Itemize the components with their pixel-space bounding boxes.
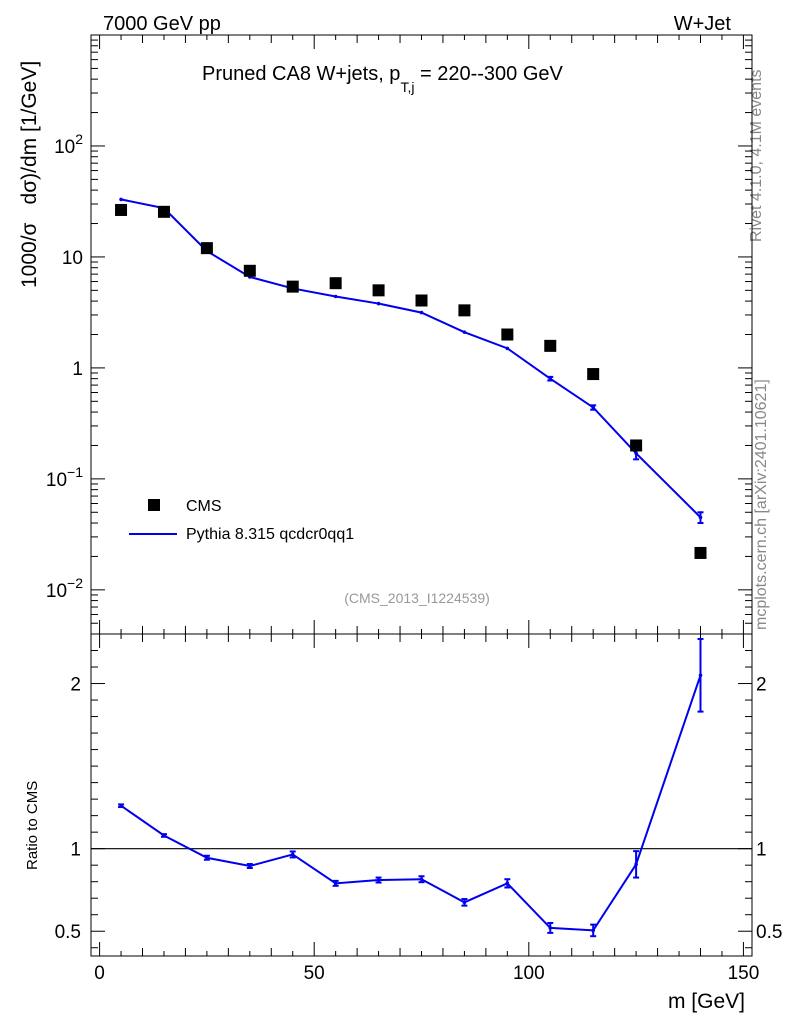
ratio-point [376, 878, 381, 882]
ratio-point [333, 881, 338, 886]
data-point [200, 242, 213, 255]
x-tick-label: 100 [513, 963, 545, 984]
data-point [458, 304, 471, 317]
ratio-y-label: Ratio to CMS [24, 781, 41, 870]
data-point [157, 205, 170, 218]
legend: CMS Pythia 8.315 qcdcr0qq1 [129, 498, 354, 543]
mc-point [119, 197, 123, 202]
data-point [243, 264, 256, 277]
process-label: W+Jet [674, 13, 732, 35]
ratio-point [205, 855, 209, 860]
x-tick-label: 0 [94, 963, 105, 984]
data-point [694, 546, 707, 559]
ratio-y-tick-label-left: 1 [70, 840, 81, 861]
ratio-point [248, 864, 252, 868]
main-frame-border [90, 34, 753, 635]
ratio-y-tick-label-left: 2 [70, 675, 81, 696]
mc-point [419, 310, 424, 315]
y-tick-label: 10−2 [46, 575, 83, 602]
ratio-y-tick-label-right: 1 [756, 840, 767, 861]
y-tick-label: 10−1 [46, 464, 83, 491]
ratio-point [290, 852, 295, 857]
x-axis-label: m [GeV] [668, 990, 745, 1013]
y-tick-label: 10 [62, 248, 83, 269]
mc-point [698, 515, 703, 520]
legend-mc-label: Pythia 8.315 qcdcr0qq1 [186, 526, 354, 543]
chart-title: Pruned CA8 W+jets, pT,j = 220--300 GeV [202, 63, 564, 95]
ratio-y-tick-label-right: 0.5 [756, 922, 782, 943]
rivet-label: Rivet 4.1.0, 4.1M events [748, 69, 765, 242]
ratio-point [119, 803, 123, 808]
data-point [630, 439, 643, 452]
ratio-point [505, 881, 510, 886]
ratio-panel: 0 50 100 150 0.5 0.5 1 1 2 2 [55, 633, 782, 984]
analysis-label: (CMS_2013_I1224539) [344, 590, 490, 606]
ratio-y-tick-label-left: 0.5 [55, 922, 81, 943]
y-tick-label: 102 [54, 131, 83, 158]
data-point [501, 328, 514, 341]
data-point [115, 203, 128, 216]
energy-label: 7000 GeV pp [103, 13, 221, 35]
x-tick-label: 50 [304, 963, 325, 984]
ratio-frame-border [90, 633, 753, 957]
mc-point [548, 376, 553, 381]
data-point [372, 284, 385, 297]
data-point [415, 294, 428, 307]
mc-point [462, 330, 467, 334]
main-y-label: 1000/σdσ)/dm [1/GeV] [18, 61, 41, 288]
data-point [286, 280, 299, 293]
mc-point [505, 346, 510, 351]
ratio-point [591, 928, 595, 933]
legend-cms-label: CMS [186, 498, 222, 515]
ratio-point [698, 673, 703, 678]
ratio-y-tick-label-right: 2 [756, 675, 767, 696]
ratio-point [634, 862, 638, 867]
legend-cms-marker [148, 499, 160, 511]
x-tick-label: 150 [728, 963, 760, 984]
data-point [329, 277, 342, 290]
data-point [544, 339, 557, 352]
mc-point [591, 405, 595, 410]
ratio-point [419, 877, 424, 882]
mc-point [634, 451, 638, 456]
ratio-point [548, 926, 553, 930]
mc-point [376, 301, 381, 306]
ratio-point [462, 900, 467, 905]
mcplots-label: mcplots.cern.ch [arXiv:2401.10621] [753, 379, 770, 630]
main-panel: 102 10 1 10−1 10−2 [46, 34, 753, 635]
ratio-point [162, 833, 166, 838]
data-point [587, 368, 600, 381]
ratio-series-line [120, 674, 702, 932]
mc-point [333, 294, 338, 299]
y-tick-label: 1 [72, 359, 83, 380]
mc-series-line [120, 198, 702, 519]
